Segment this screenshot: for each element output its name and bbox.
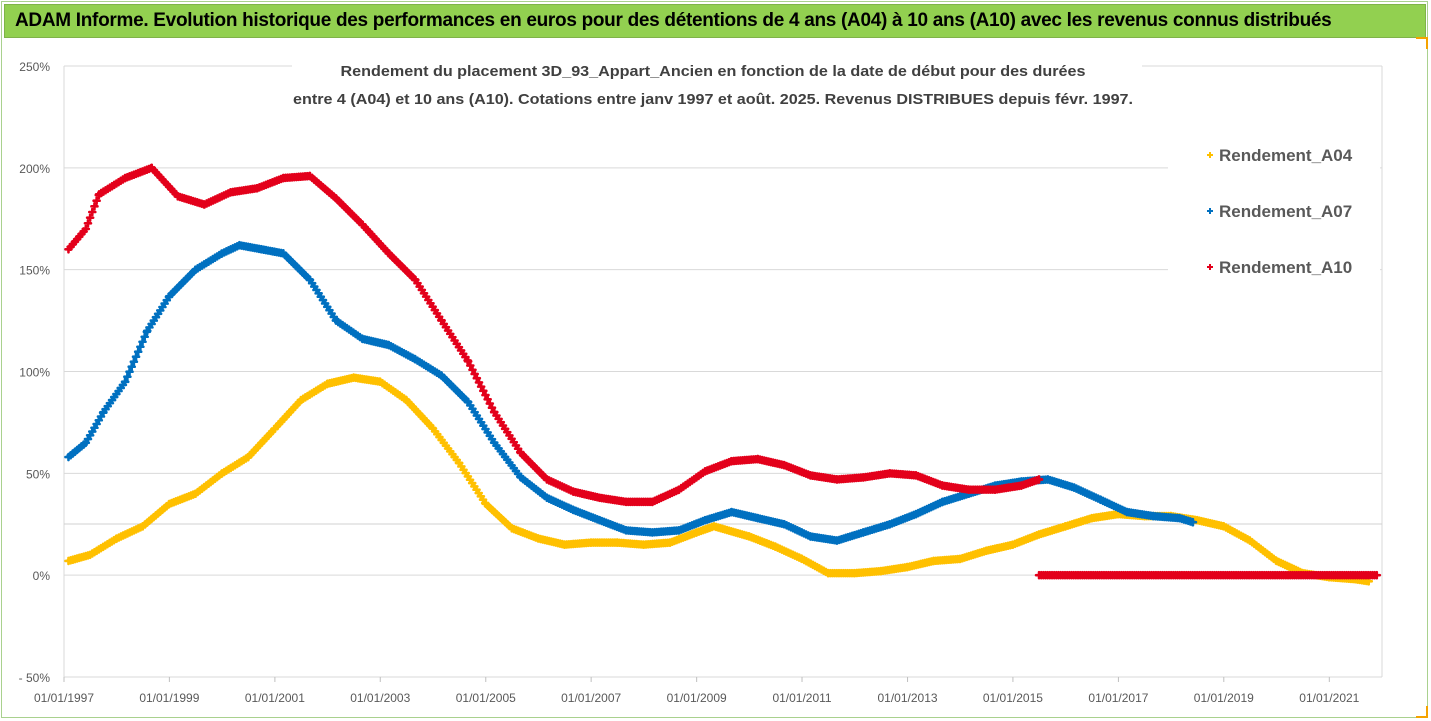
chart-title-line-1: Rendement du placement 3D_93_Appart_Anci… (341, 63, 1086, 80)
data-point (140, 332, 149, 342)
x-tick-label: 01/01/2005 (456, 691, 516, 705)
legend: Rendement_A04 Rendement_A07 Rendement_A10 (1207, 146, 1353, 277)
y-tick-label: - 50% (19, 671, 51, 685)
x-tick-label: 01/01/2001 (245, 691, 305, 705)
y-tick-label: 0% (33, 569, 51, 583)
x-tick-label: 01/01/1997 (34, 691, 94, 705)
x-tick-label: 01/01/2003 (350, 691, 410, 705)
data-point (133, 347, 143, 357)
x-tick-label: 01/01/2017 (1088, 691, 1148, 705)
frame-corner-bottom-right (1416, 706, 1428, 718)
y-tick-label: 250% (19, 60, 50, 74)
legend-marker (1207, 152, 1213, 158)
series-Rendement_A10 (64, 163, 1382, 580)
y-tick-label: 100% (19, 366, 50, 380)
x-tick-label: 01/01/2013 (878, 691, 938, 705)
y-tick-label: 200% (19, 162, 50, 176)
header-title: ADAM Informe. Evolution historique des p… (15, 10, 1332, 31)
x-tick-label: 01/01/2019 (1194, 691, 1254, 705)
legend-label: Rendement_A07 (1219, 202, 1352, 221)
series-Rendement_A04 (64, 373, 1374, 586)
data-point (123, 372, 132, 381)
data-point (1372, 570, 1382, 580)
legend-marker (1207, 208, 1213, 214)
data-point (125, 367, 134, 376)
legend-label: Rendement_A10 (1219, 258, 1352, 277)
legend-item: Rendement_A04 (1207, 146, 1353, 165)
data-point (127, 362, 136, 372)
y-tick-label: 50% (26, 467, 50, 481)
data-point (1034, 475, 1044, 484)
series-Rendement_A07 (64, 240, 1198, 545)
data-point (92, 196, 101, 206)
legend-item: Rendement_A10 (1207, 258, 1352, 277)
data-point (138, 337, 147, 347)
legend-marker (1207, 264, 1213, 270)
title-background (292, 56, 1142, 116)
data-point (1188, 517, 1198, 527)
header-banner: ADAM Informe. Evolution historique des p… (4, 4, 1426, 38)
y-axis-ticks: 250% 200% 150% 100% 50% 0% - 50% (19, 60, 51, 685)
chart-title-line-2: entre 4 (A04) et 10 ans (A10). Cotations… (293, 91, 1133, 108)
x-tick-label: 01/01/2015 (983, 691, 1043, 705)
data-point (90, 202, 99, 211)
legend-label: Rendement_A04 (1219, 146, 1353, 165)
x-axis-ticks: 01/01/1997 01/01/1999 01/01/2001 01/01/2003… (34, 677, 1360, 705)
data-point (120, 377, 130, 386)
x-tick-label: 01/01/1999 (139, 691, 199, 705)
x-tick-label: 01/01/2011 (772, 691, 831, 705)
data-point (83, 218, 93, 228)
data-point (87, 207, 97, 217)
frame-corner-top-right (1416, 37, 1428, 49)
x-tick-label: 01/01/2007 (561, 691, 621, 705)
data-point (81, 224, 91, 234)
data-point (85, 213, 95, 222)
data-point (129, 357, 139, 367)
legend-item: Rendement_A07 (1207, 202, 1352, 221)
gridlines (63, 65, 1383, 678)
data-series (64, 163, 1382, 586)
x-tick-label: 01/01/2009 (667, 691, 727, 705)
y-tick-label: 150% (19, 264, 50, 278)
data-point (136, 342, 145, 352)
x-tick-label: 01/01/2021 (1299, 691, 1359, 705)
data-point (131, 352, 141, 362)
legend-background (1168, 128, 1380, 288)
